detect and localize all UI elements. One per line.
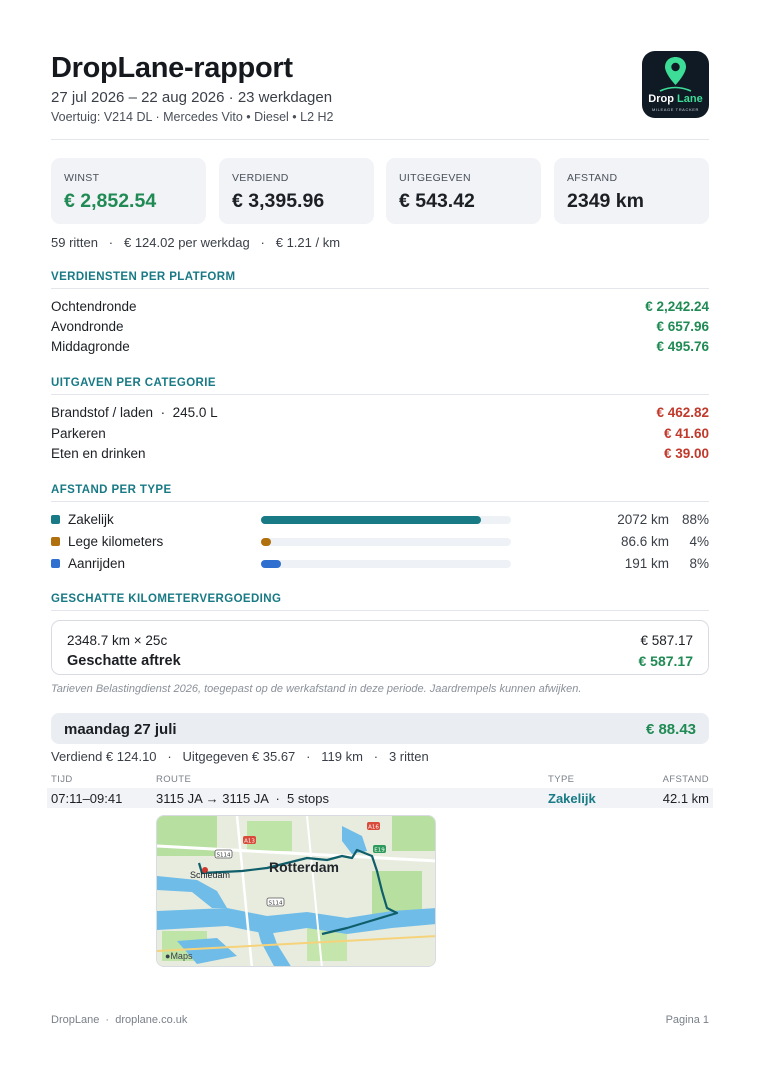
- day-title: maandag 27 juli: [64, 721, 177, 738]
- mileage-calculation: 2348.7 km × 25c: [67, 633, 168, 648]
- droplane-logo: Drop Lane MILEAGE TRACKER: [642, 51, 709, 118]
- earnings-row-label: Middagronde: [51, 339, 130, 354]
- expense-row-value: € 39.00: [663, 446, 709, 461]
- expense-row-value: € 41.60: [663, 426, 709, 441]
- expense-row-label: Parkeren: [51, 426, 106, 441]
- stat-value: 2349 km: [567, 190, 644, 212]
- distance-pct: 8%: [689, 556, 709, 571]
- section-title-expenses: UITGAVEN PER CATEGORIE: [51, 377, 216, 389]
- report-period: 27 jul 2026 – 22 aug 2026 · 23 werkdagen: [51, 89, 333, 106]
- distance-km: 86.6 km: [620, 534, 669, 549]
- section-divider: [51, 610, 709, 611]
- stat-cards: WINST € 2,852.54 VERDIEND € 3,395.96 UIT…: [51, 158, 709, 224]
- distance-bar-fill: [261, 516, 481, 524]
- table-row: [47, 788, 713, 808]
- footer-brand: DropLane · droplane.co.uk: [51, 1014, 188, 1026]
- stat-card-winst: WINST € 2,852.54: [51, 158, 206, 224]
- distance-km: 191 km: [624, 556, 669, 571]
- page-number: Pagina 1: [665, 1014, 709, 1026]
- report-page: DropLane-rapport 27 jul 2026 – 22 aug 20…: [47, 0, 713, 1075]
- distance-km: 2072 km: [617, 512, 669, 527]
- section-title-earnings: VERDIENSTEN PER PLATFORM: [51, 271, 236, 283]
- column-header-type: TYPE: [548, 774, 575, 785]
- legend-swatch: [51, 515, 60, 524]
- distance-type-label: Zakelijk: [68, 512, 114, 527]
- day-total: € 88.43: [645, 721, 696, 738]
- stat-label: UITGEGEVEN: [399, 172, 471, 184]
- distance-bar-fill: [261, 538, 271, 546]
- header-divider: [51, 139, 709, 140]
- section-divider: [51, 288, 709, 289]
- column-header-distance: AFSTAND: [662, 774, 709, 785]
- deduction-label: Geschatte aftrek: [67, 653, 181, 669]
- distance-pct: 4%: [689, 534, 709, 549]
- apple-icon: ●: [165, 951, 171, 961]
- earnings-row-value: € 495.76: [656, 339, 709, 354]
- stat-value: € 2,852.54: [64, 190, 157, 212]
- earnings-row-label: Ochtendronde: [51, 299, 137, 314]
- section-title-distance: AFSTAND PER TYPE: [51, 484, 172, 496]
- distance-bar-track: [261, 516, 511, 524]
- distance-bar-track: [261, 538, 511, 546]
- expense-row-value: € 462.82: [656, 405, 709, 420]
- stat-card-afstand: AFSTAND 2349 km: [554, 158, 709, 224]
- section-title-mileage: GESCHATTE KILOMETERVERGOEDING: [51, 593, 282, 605]
- mileage-footnote: Tarieven Belastingdienst 2026, toegepast…: [51, 683, 582, 695]
- stat-value: € 543.42: [399, 190, 475, 212]
- earnings-row-label: Avondronde: [51, 319, 124, 334]
- column-header-route: ROUTE: [156, 774, 192, 785]
- route-map: S114 S114 A13 A16 E19 Rotterdam Schiedam…: [156, 815, 436, 967]
- day-summary: Verdiend € 124.10 · Uitgegeven € 35.67 ·…: [51, 749, 429, 764]
- distance-type-label: Lege kilometers: [68, 534, 164, 549]
- stat-label: WINST: [64, 172, 100, 184]
- distance-bar-track: [261, 560, 511, 568]
- trip-type: Zakelijk: [548, 791, 596, 806]
- stat-card-verdiend: VERDIEND € 3,395.96: [219, 158, 374, 224]
- distance-pct: 88%: [681, 512, 709, 527]
- deduction-value: € 587.17: [638, 653, 694, 669]
- expense-row-label: Brandstof / laden · 245.0 L: [51, 405, 218, 420]
- stat-card-uitgegeven: UITGEGEVEN € 543.42: [386, 158, 541, 224]
- trip-time: 07:11–09:41: [51, 791, 123, 806]
- map-town-label: Schiedam: [190, 870, 231, 880]
- mileage-box: 2348.7 km × 25c € 587.17 Geschatte aftre…: [51, 620, 709, 675]
- distance-bar-fill: [261, 560, 281, 568]
- vehicle-info: Voertuig: V214 DL · Mercedes Vito • Dies…: [51, 110, 334, 124]
- report-title: DropLane-rapport: [51, 52, 293, 84]
- day-header: maandag 27 juli € 88.43: [51, 713, 709, 744]
- expense-row-label: Eten en drinken: [51, 446, 146, 461]
- map-road-label: E19: [374, 848, 385, 854]
- map-road-label: S114: [217, 853, 231, 859]
- column-header-time: TIJD: [51, 774, 73, 785]
- maps-attribution: ●Maps: [165, 951, 193, 961]
- period-summary: 59 ritten · € 124.02 per werkdag · € 1.2…: [51, 235, 341, 250]
- section-divider: [51, 501, 709, 502]
- map-city-label: Rotterdam: [269, 859, 340, 875]
- distance-type-label: Aanrijden: [68, 556, 126, 571]
- stat-label: VERDIEND: [232, 172, 289, 184]
- map-road-label: A16: [368, 825, 379, 831]
- legend-swatch: [51, 537, 60, 546]
- legend-swatch: [51, 559, 60, 568]
- stat-value: € 3,395.96: [232, 190, 325, 212]
- map-road-label: S114: [269, 901, 283, 907]
- section-divider: [51, 394, 709, 395]
- map-road-label: A13: [244, 839, 255, 845]
- stat-label: AFSTAND: [567, 172, 618, 184]
- trip-distance: 42.1 km: [662, 791, 709, 806]
- mileage-calculation-value: € 587.17: [640, 633, 693, 648]
- earnings-row-value: € 2,242.24: [645, 299, 709, 314]
- trip-route: 3115 JA → 3115 JA · 5 stops: [156, 791, 329, 806]
- earnings-row-value: € 657.96: [656, 319, 709, 334]
